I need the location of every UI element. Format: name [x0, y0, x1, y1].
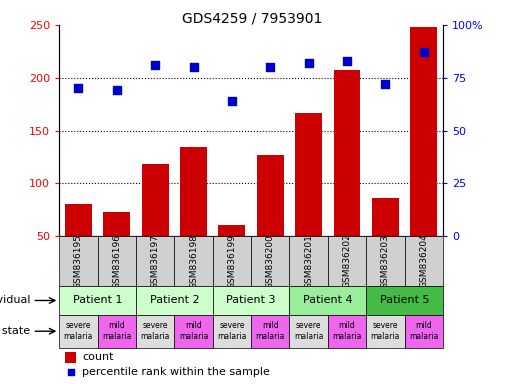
Text: GSM836199: GSM836199 — [228, 233, 236, 289]
FancyBboxPatch shape — [289, 315, 328, 348]
FancyBboxPatch shape — [366, 315, 404, 348]
Point — [151, 62, 159, 68]
Text: disease state: disease state — [0, 326, 30, 336]
Bar — [218, 225, 245, 236]
FancyBboxPatch shape — [289, 236, 328, 286]
Bar — [334, 70, 360, 236]
FancyBboxPatch shape — [174, 236, 213, 286]
FancyBboxPatch shape — [251, 236, 289, 286]
Bar — [410, 27, 437, 236]
Point — [343, 58, 351, 64]
FancyBboxPatch shape — [136, 315, 174, 348]
Text: severe
malaria: severe malaria — [217, 321, 247, 341]
FancyBboxPatch shape — [328, 315, 366, 348]
Text: Patient 4: Patient 4 — [303, 295, 353, 306]
Text: severe
malaria: severe malaria — [371, 321, 400, 341]
Point — [420, 50, 428, 56]
Text: Patient 1: Patient 1 — [73, 295, 123, 306]
FancyBboxPatch shape — [366, 286, 443, 315]
Text: mild
malaria: mild malaria — [409, 321, 438, 341]
FancyBboxPatch shape — [328, 236, 366, 286]
Text: individual: individual — [0, 295, 30, 306]
Point — [381, 81, 389, 87]
FancyBboxPatch shape — [174, 315, 213, 348]
FancyBboxPatch shape — [404, 315, 443, 348]
FancyBboxPatch shape — [59, 286, 136, 315]
FancyBboxPatch shape — [59, 315, 98, 348]
Bar — [180, 147, 207, 236]
Text: Patient 2: Patient 2 — [149, 295, 199, 306]
Text: Patient 5: Patient 5 — [380, 295, 430, 306]
FancyBboxPatch shape — [59, 236, 98, 286]
Text: GSM836201: GSM836201 — [304, 234, 313, 288]
Point — [74, 85, 82, 91]
Point — [304, 60, 313, 66]
Point — [113, 88, 121, 94]
Text: GSM836204: GSM836204 — [419, 234, 428, 288]
FancyBboxPatch shape — [404, 236, 443, 286]
Text: severe
malaria: severe malaria — [141, 321, 170, 341]
Text: percentile rank within the sample: percentile rank within the sample — [82, 367, 270, 377]
Text: severe
malaria: severe malaria — [64, 321, 93, 341]
FancyBboxPatch shape — [98, 236, 136, 286]
Text: mild
malaria: mild malaria — [179, 321, 208, 341]
Bar — [104, 212, 130, 236]
Point — [66, 369, 75, 376]
Text: GSM836202: GSM836202 — [342, 234, 351, 288]
Point — [266, 64, 274, 70]
FancyBboxPatch shape — [136, 236, 174, 286]
Text: GSM836196: GSM836196 — [112, 233, 121, 289]
Bar — [295, 113, 322, 236]
FancyBboxPatch shape — [213, 236, 251, 286]
FancyBboxPatch shape — [289, 286, 366, 315]
FancyBboxPatch shape — [136, 286, 213, 315]
FancyBboxPatch shape — [213, 286, 289, 315]
Text: mild
malaria: mild malaria — [332, 321, 362, 341]
Text: mild
malaria: mild malaria — [102, 321, 131, 341]
Text: GSM836198: GSM836198 — [189, 233, 198, 289]
Text: GSM836203: GSM836203 — [381, 234, 390, 288]
Bar — [65, 204, 92, 236]
Bar — [372, 198, 399, 236]
Text: GDS4259 / 7953901: GDS4259 / 7953901 — [182, 12, 322, 25]
FancyBboxPatch shape — [98, 315, 136, 348]
Point — [228, 98, 236, 104]
Text: Patient 3: Patient 3 — [226, 295, 276, 306]
FancyBboxPatch shape — [366, 236, 404, 286]
Point — [190, 64, 198, 70]
Bar — [65, 352, 77, 363]
Text: severe
malaria: severe malaria — [294, 321, 323, 341]
Bar — [142, 164, 168, 236]
FancyBboxPatch shape — [213, 315, 251, 348]
Text: count: count — [82, 353, 114, 362]
Text: GSM836200: GSM836200 — [266, 234, 274, 288]
FancyBboxPatch shape — [251, 315, 289, 348]
Text: GSM836195: GSM836195 — [74, 233, 83, 289]
Text: mild
malaria: mild malaria — [255, 321, 285, 341]
Bar — [257, 155, 284, 236]
Text: GSM836197: GSM836197 — [151, 233, 160, 289]
